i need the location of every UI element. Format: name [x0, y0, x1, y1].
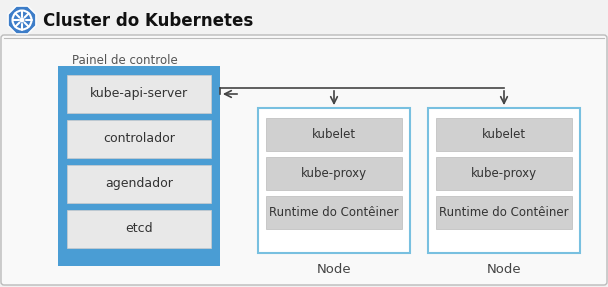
FancyBboxPatch shape — [58, 66, 220, 266]
FancyBboxPatch shape — [436, 118, 572, 151]
Text: etcd: etcd — [125, 222, 153, 236]
Polygon shape — [8, 6, 36, 34]
FancyBboxPatch shape — [266, 196, 402, 229]
Text: Cluster do Kubernetes: Cluster do Kubernetes — [43, 12, 254, 30]
FancyBboxPatch shape — [67, 165, 211, 203]
FancyBboxPatch shape — [266, 118, 402, 151]
FancyBboxPatch shape — [1, 35, 607, 285]
Text: kubelet: kubelet — [482, 128, 526, 141]
Text: kube-proxy: kube-proxy — [301, 167, 367, 180]
FancyBboxPatch shape — [428, 108, 580, 253]
Text: kubelet: kubelet — [312, 128, 356, 141]
Text: Painel de controle: Painel de controle — [72, 54, 178, 67]
FancyBboxPatch shape — [67, 75, 211, 113]
FancyBboxPatch shape — [436, 157, 572, 190]
FancyBboxPatch shape — [266, 157, 402, 190]
Circle shape — [19, 18, 24, 22]
FancyBboxPatch shape — [67, 210, 211, 248]
Text: kube-api-server: kube-api-server — [90, 88, 188, 100]
Text: Node: Node — [486, 263, 521, 276]
Text: Runtime do Contêiner: Runtime do Contêiner — [269, 206, 399, 219]
Text: agendador: agendador — [105, 177, 173, 191]
FancyBboxPatch shape — [258, 108, 410, 253]
FancyBboxPatch shape — [436, 196, 572, 229]
Text: Runtime do Contêiner: Runtime do Contêiner — [439, 206, 569, 219]
Text: kube-proxy: kube-proxy — [471, 167, 537, 180]
Text: controlador: controlador — [103, 133, 175, 146]
Text: Node: Node — [317, 263, 351, 276]
FancyBboxPatch shape — [67, 120, 211, 158]
